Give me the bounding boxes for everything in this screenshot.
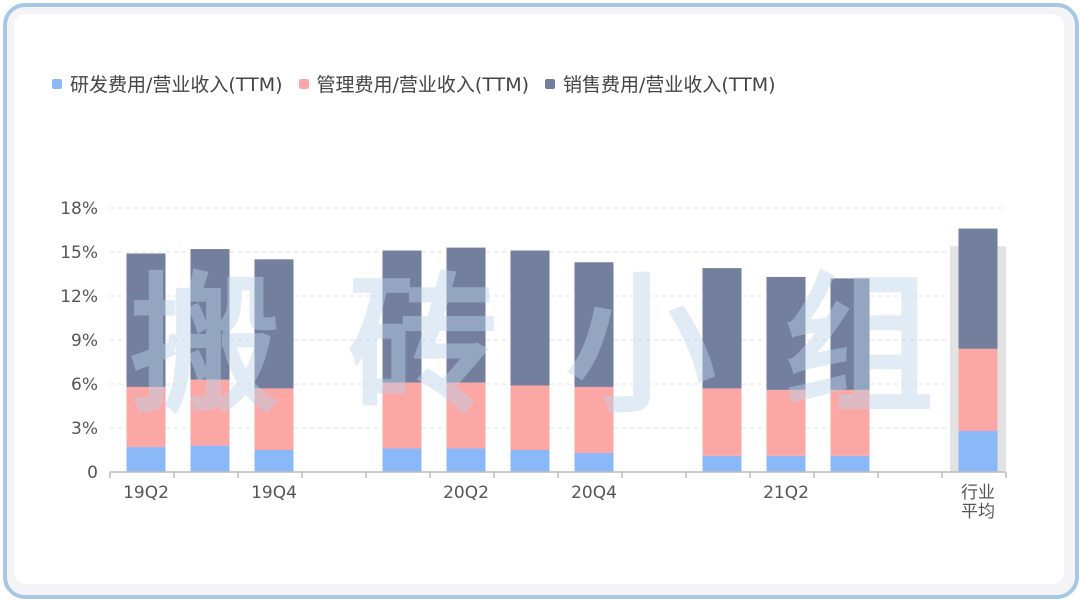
legend-label-sales: 销售费用/营业收入(TTM): [563, 74, 776, 96]
y-tick-label: 9%: [71, 331, 98, 351]
bar-segment-sales: [830, 278, 870, 390]
bar-segment-rd: [958, 430, 998, 472]
x-tick-label: 平均: [961, 502, 995, 522]
y-tick-label: 18%: [60, 199, 98, 219]
bar-segment-rd: [126, 447, 166, 472]
bar-segment-sales: [702, 268, 742, 389]
bar-segment-admin: [446, 382, 486, 449]
bar-segment-admin: [382, 382, 422, 449]
bar-segment-admin: [254, 388, 294, 450]
bar-segment-admin: [126, 386, 166, 448]
bar-segment-admin: [510, 385, 550, 450]
bar-segment-sales: [382, 250, 422, 383]
legend-swatch-rd: [52, 78, 62, 89]
x-tick-label: 19Q2: [123, 483, 169, 503]
chart-legend: 研发费用/营业收入(TTM) 管理费用/营业收入(TTM) 销售费用/营业收入(…: [52, 70, 792, 97]
bar-segment-sales: [958, 228, 998, 349]
bar-segment-sales: [510, 250, 550, 386]
bar-segment-sales: [766, 276, 806, 390]
legend-item-admin[interactable]: 管理费用/营业收入(TTM): [298, 70, 530, 97]
y-tick-label: 12%: [60, 287, 98, 307]
bar-segment-rd: [254, 450, 294, 472]
bar-segment-admin: [702, 388, 742, 456]
bar-segment-sales: [190, 249, 230, 380]
x-tick-label: 20Q2: [443, 483, 489, 503]
bar-segment-sales: [254, 259, 294, 389]
y-tick-label: 6%: [71, 375, 98, 395]
y-tick-label: 15%: [60, 243, 98, 263]
bar-segment-sales: [574, 262, 614, 387]
x-tick-label: 行业: [961, 483, 995, 503]
x-tick-label: 20Q4: [571, 483, 617, 503]
legend-swatch-admin: [298, 78, 309, 89]
legend-item-sales[interactable]: 销售费用/营业收入(TTM): [545, 70, 776, 97]
bar-segment-rd: [446, 448, 486, 472]
bar-segment-admin: [574, 386, 614, 453]
bar-segment-rd: [510, 450, 550, 472]
bar-segment-rd: [830, 455, 870, 472]
legend-label-rd: 研发费用/营业收入(TTM): [70, 74, 283, 96]
x-tick-label: 21Q2: [763, 483, 809, 503]
legend-label-admin: 管理费用/营业收入(TTM): [316, 74, 530, 96]
bar-segment-admin: [830, 389, 870, 456]
bar-segment-rd: [190, 445, 230, 472]
bar-segment-rd: [702, 455, 742, 472]
bar-segment-sales: [446, 247, 486, 383]
x-tick-label: 19Q4: [251, 483, 297, 503]
bar-segment-rd: [574, 452, 614, 472]
y-tick-label: 0: [87, 463, 98, 483]
bar-segment-rd: [766, 455, 806, 472]
y-tick-label: 3%: [71, 419, 98, 439]
watermark-text: 搬砖小组: [130, 260, 1003, 434]
bar-segment-admin: [958, 348, 998, 431]
bar-segment-admin: [766, 389, 806, 456]
bar-segment-admin: [190, 379, 230, 446]
legend-item-rd[interactable]: 研发费用/营业收入(TTM): [52, 70, 283, 97]
bar-segment-rd: [382, 448, 422, 472]
bar-segment-sales: [126, 253, 166, 387]
legend-swatch-sales: [545, 78, 555, 89]
